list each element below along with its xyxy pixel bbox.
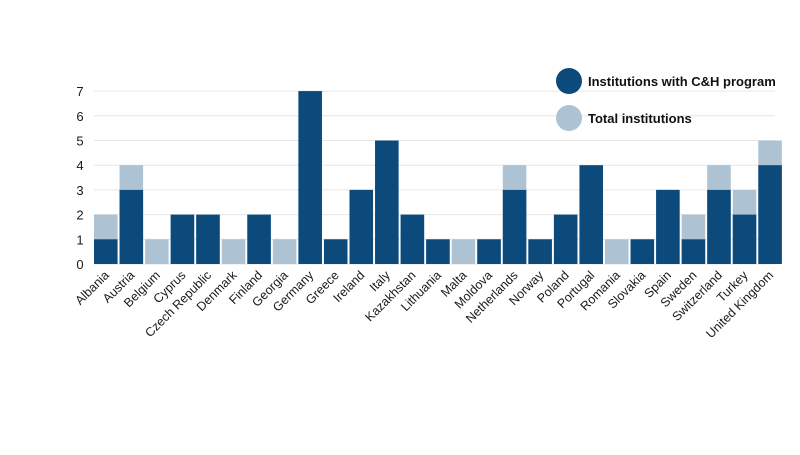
bar-institutions-with-program — [170, 214, 195, 264]
y-tick-label: 6 — [76, 109, 83, 124]
y-axis-ticks: 0 1 2 3 4 5 6 7 — [76, 84, 83, 272]
bar-institutions-with-program — [196, 214, 220, 264]
bars — [94, 91, 782, 264]
bar-institutions-with-program — [502, 189, 527, 264]
legend-swatch-with-program — [556, 68, 582, 94]
y-tick-label: 4 — [76, 158, 83, 173]
bar-institutions-with-program — [528, 239, 552, 264]
bar-institutions-with-program — [477, 239, 501, 264]
bar-institutions-with-program — [375, 140, 399, 264]
legend-swatch-total — [556, 105, 582, 131]
bar-total-institutions — [145, 239, 169, 264]
bar-institutions-with-program — [656, 189, 680, 264]
bar-institutions-with-program — [553, 214, 578, 264]
y-tick-label: 7 — [76, 84, 83, 99]
bar-total-institutions — [221, 239, 246, 264]
y-tick-label: 2 — [76, 208, 83, 223]
bar-institutions-with-program — [119, 189, 144, 264]
bar-institutions-with-program — [758, 165, 782, 264]
bar-institutions-with-program — [247, 214, 271, 264]
bar-institutions-with-program — [426, 239, 450, 264]
y-tick-label: 5 — [76, 134, 83, 149]
bar-institutions-with-program — [732, 214, 757, 264]
bar-total-institutions — [605, 239, 629, 264]
bar-institutions-with-program — [707, 189, 731, 264]
y-tick-label: 1 — [76, 232, 83, 247]
bar-institutions-with-program — [298, 91, 322, 264]
bar-institutions-with-program — [94, 239, 118, 264]
bar-institutions-with-program — [400, 214, 425, 264]
y-tick-label: 3 — [76, 183, 83, 198]
bar-institutions-with-program — [323, 239, 348, 264]
bar-institutions-with-program — [579, 165, 603, 264]
legend: Institutions with C&H program Total inst… — [556, 68, 776, 142]
legend-label-total: Total institutions — [588, 110, 692, 126]
bar-institutions-with-program — [681, 239, 706, 264]
legend-label-with-program: Institutions with C&H program — [588, 73, 776, 89]
bar-institutions-with-program — [630, 239, 655, 264]
bar-total-institutions — [272, 239, 297, 264]
legend-item-total: Total institutions — [556, 105, 776, 131]
bar-total-institutions — [451, 239, 476, 264]
legend-item-with-program: Institutions with C&H program — [556, 68, 776, 94]
y-tick-label: 0 — [76, 257, 83, 272]
bar-institutions-with-program — [349, 189, 374, 264]
